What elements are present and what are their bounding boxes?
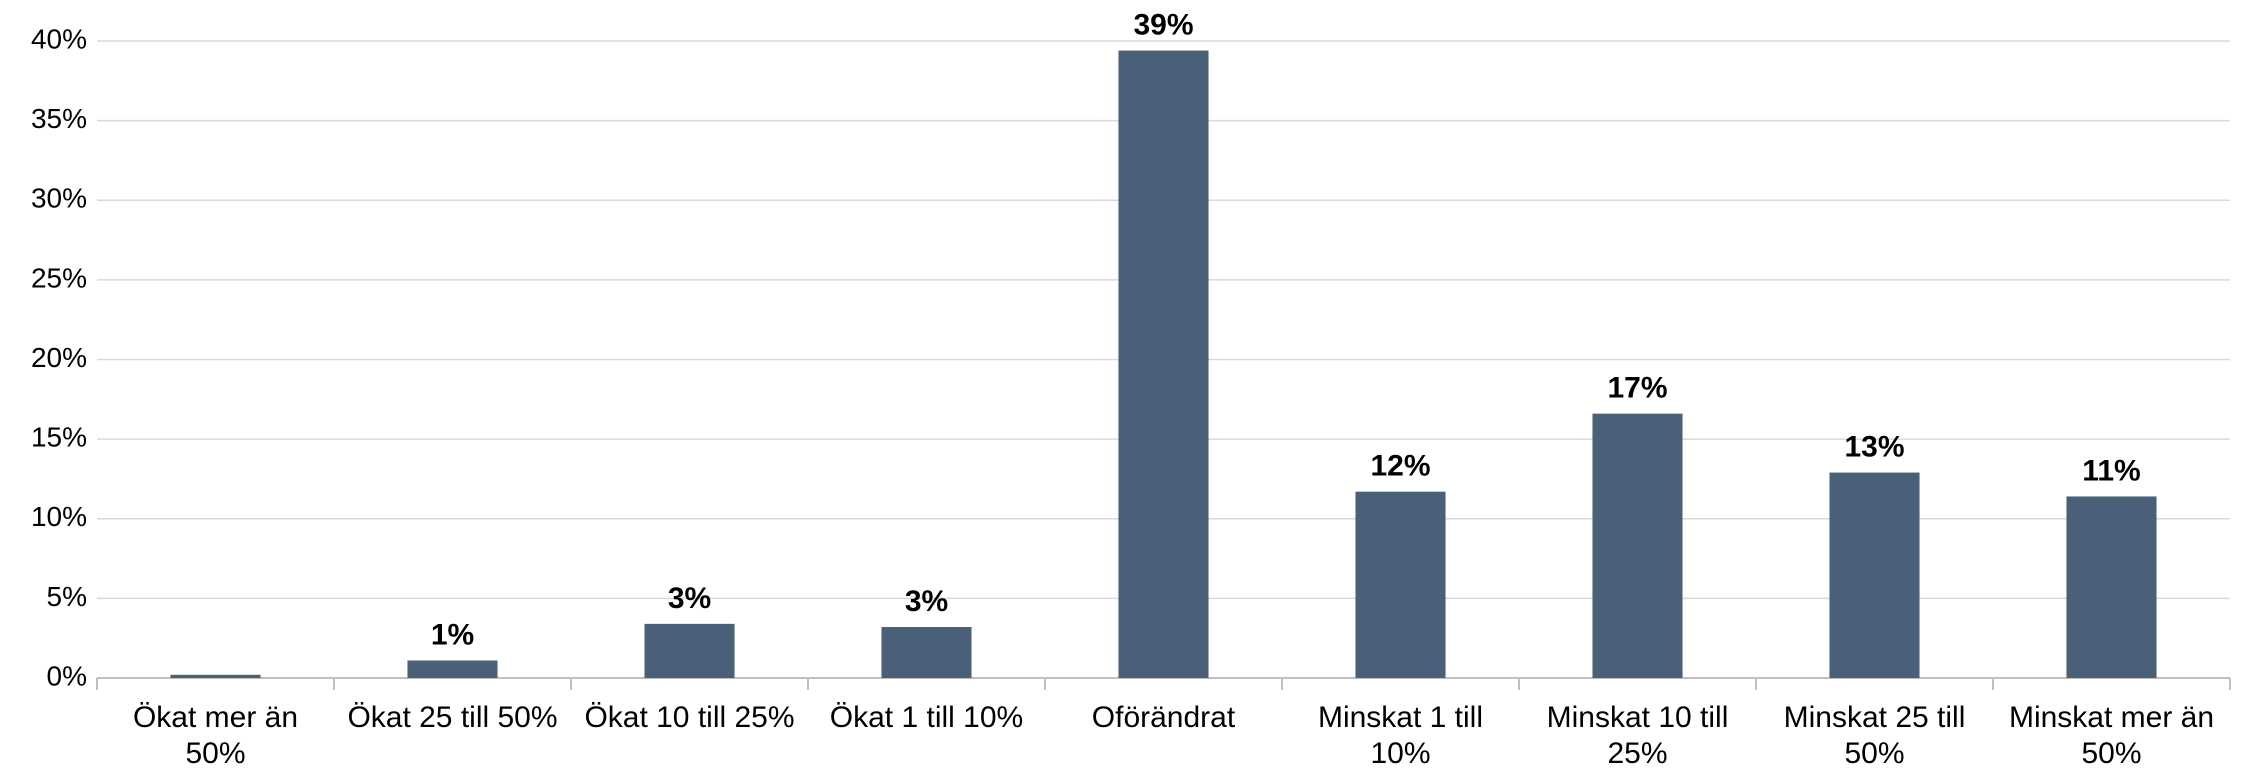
x-tick-label: Ökat 1 till 10%: [829, 701, 1024, 734]
bar: [1355, 491, 1446, 678]
y-tick-label: 10%: [31, 501, 87, 532]
bar: [1829, 472, 1920, 678]
bar: [1592, 413, 1683, 678]
x-tick-label: Minskat 10 till 25%: [1546, 701, 1729, 769]
y-tick-label: 0%: [47, 660, 87, 691]
data-label: 3%: [668, 582, 711, 615]
x-tick-label: Ökat 25 till 50%: [347, 701, 558, 734]
y-tick-label: 5%: [47, 581, 87, 612]
x-tick-label: Oförändrat: [1091, 701, 1236, 734]
data-label: 13%: [1844, 430, 1904, 463]
y-tick-label: 25%: [31, 262, 87, 293]
bar: [407, 660, 498, 678]
bar: [1118, 50, 1209, 679]
bar: [881, 627, 972, 678]
x-tick-label: Minskat mer än 50%: [2008, 701, 2215, 769]
y-tick-label: 30%: [31, 183, 87, 214]
x-tick-label: Minskat 25 till 50%: [1783, 701, 1966, 769]
y-tick-label: 40%: [31, 23, 87, 54]
y-tick-label: 35%: [31, 103, 87, 134]
y-tick-label: 15%: [31, 422, 87, 453]
x-tick-label: Ökat mer än 50%: [132, 701, 299, 769]
x-tick-label: Minskat 1 till 10%: [1317, 701, 1484, 769]
x-tick-label: Ökat 10 till 25%: [584, 701, 795, 734]
data-label: 17%: [1607, 372, 1667, 405]
bar: [2066, 496, 2157, 678]
data-label: 11%: [2082, 454, 2140, 487]
y-tick-label: 20%: [31, 342, 87, 373]
data-label: 39%: [1133, 8, 1193, 41]
bar: [170, 674, 261, 678]
bar: [644, 623, 735, 678]
data-label: 3%: [905, 585, 948, 618]
data-label: 1%: [431, 618, 474, 651]
data-label: 12%: [1370, 450, 1430, 483]
